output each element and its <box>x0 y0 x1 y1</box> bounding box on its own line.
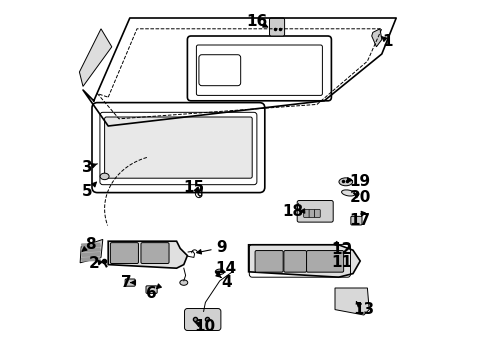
FancyBboxPatch shape <box>141 243 169 264</box>
Ellipse shape <box>180 280 188 285</box>
Polygon shape <box>81 248 100 252</box>
Ellipse shape <box>215 269 224 275</box>
Ellipse shape <box>339 178 353 186</box>
Ellipse shape <box>342 190 355 196</box>
Text: 8: 8 <box>86 237 96 252</box>
Text: 4: 4 <box>221 275 232 290</box>
Polygon shape <box>335 288 369 315</box>
Polygon shape <box>372 29 382 47</box>
Text: 6: 6 <box>146 286 157 301</box>
Text: 17: 17 <box>350 213 371 228</box>
Text: 16: 16 <box>246 14 267 29</box>
Text: 15: 15 <box>183 180 204 195</box>
Polygon shape <box>81 257 100 261</box>
Text: 19: 19 <box>350 174 371 189</box>
Text: 3: 3 <box>82 160 93 175</box>
Text: 2: 2 <box>89 256 100 271</box>
FancyBboxPatch shape <box>307 251 343 272</box>
Text: 5: 5 <box>82 184 93 199</box>
FancyBboxPatch shape <box>270 18 285 36</box>
Polygon shape <box>81 243 100 247</box>
FancyBboxPatch shape <box>255 251 283 272</box>
FancyBboxPatch shape <box>297 201 333 222</box>
Polygon shape <box>79 29 112 86</box>
FancyBboxPatch shape <box>185 309 221 330</box>
Text: 20: 20 <box>349 190 371 205</box>
Text: 11: 11 <box>331 255 352 270</box>
Text: 13: 13 <box>353 302 374 317</box>
FancyBboxPatch shape <box>125 279 135 286</box>
Text: 1: 1 <box>382 34 392 49</box>
FancyBboxPatch shape <box>146 286 157 293</box>
Text: 14: 14 <box>216 261 237 276</box>
FancyBboxPatch shape <box>309 210 315 217</box>
FancyBboxPatch shape <box>284 251 307 272</box>
Polygon shape <box>248 245 360 277</box>
FancyBboxPatch shape <box>315 210 320 217</box>
FancyBboxPatch shape <box>304 210 310 217</box>
Text: 18: 18 <box>282 204 303 219</box>
Polygon shape <box>108 241 187 268</box>
Ellipse shape <box>100 173 109 180</box>
Text: 7: 7 <box>121 275 131 290</box>
Text: 12: 12 <box>331 242 352 257</box>
FancyBboxPatch shape <box>110 243 139 264</box>
FancyBboxPatch shape <box>351 216 362 225</box>
FancyBboxPatch shape <box>104 117 252 178</box>
Text: 10: 10 <box>194 319 215 334</box>
Polygon shape <box>80 239 103 263</box>
Polygon shape <box>81 253 100 256</box>
Text: 9: 9 <box>216 240 227 255</box>
